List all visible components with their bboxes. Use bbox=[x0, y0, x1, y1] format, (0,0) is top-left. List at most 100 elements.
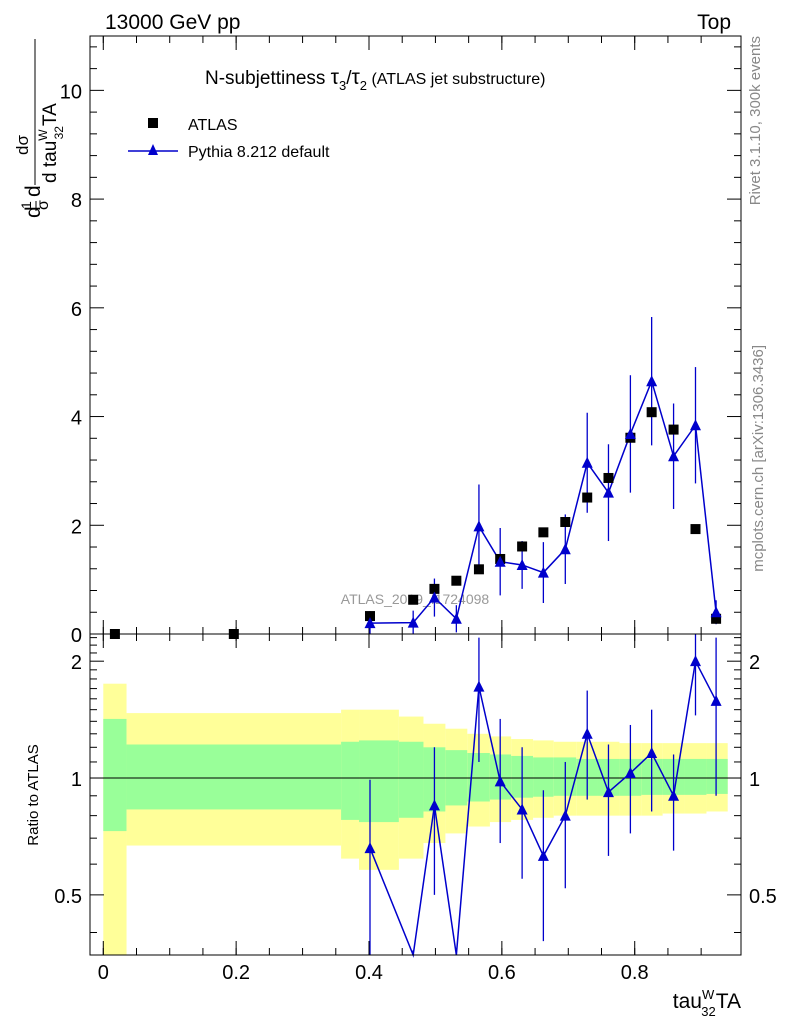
ratio-y-tick-label-right: 0.5 bbox=[749, 886, 777, 908]
atlas-point bbox=[560, 517, 571, 528]
pythia-point bbox=[537, 566, 549, 578]
atlas-point bbox=[517, 541, 528, 552]
main-y-tick-label: 0 bbox=[71, 625, 82, 647]
ratio-panel: 0.5 0.51 12 2 0 0.2 0.4 0.6 0.8 Ratio to ATLAS … bbox=[25, 633, 777, 1019]
ratio-pythia-point bbox=[559, 809, 571, 821]
main-series bbox=[109, 317, 722, 639]
svg-text:dσ: dσ bbox=[13, 135, 32, 155]
atlas-point bbox=[690, 524, 701, 535]
ratio-pythia-point bbox=[428, 799, 440, 811]
atlas-point bbox=[538, 527, 549, 538]
main-y-tick-label: 8 bbox=[71, 190, 82, 212]
ratio-pythia-point bbox=[473, 680, 485, 692]
main-panel: 0 2 4 6 8 10 N-subjettiness τ3/τ2 (ATLAS jet … bbox=[13, 35, 742, 647]
legend-pythia-label: Pythia 8.212 default bbox=[188, 144, 330, 161]
ratio-series bbox=[364, 634, 722, 958]
main-y-tick-label: 10 bbox=[60, 81, 82, 103]
ratio-y-tick-label: 1 bbox=[71, 769, 82, 791]
pythia-point bbox=[364, 617, 376, 629]
ratio-pythia-point bbox=[624, 767, 636, 779]
pythia-point bbox=[559, 543, 571, 555]
pythia-point bbox=[428, 591, 440, 603]
x-tick-label: 0.6 bbox=[488, 962, 516, 984]
atlas-point bbox=[711, 613, 722, 624]
ratio-panel-frame bbox=[89, 633, 742, 956]
ratio-x-ticks: 0 0.2 0.4 0.6 0.8 bbox=[98, 634, 702, 984]
pythia-point bbox=[689, 419, 701, 431]
ratio-pythia-point bbox=[646, 747, 658, 759]
ratio-y-tick-label: 2 bbox=[71, 652, 82, 674]
main-y-ticks: 0 2 4 6 8 10 bbox=[60, 46, 741, 647]
header-energy: 13000 GeV pp bbox=[105, 11, 240, 34]
pythia-point bbox=[494, 555, 506, 567]
svg-text:σ: σ bbox=[35, 200, 52, 210]
pythia-point bbox=[581, 456, 593, 468]
pythia-point bbox=[473, 520, 485, 532]
pythia-point bbox=[602, 486, 614, 498]
ratio-inner-band bbox=[359, 740, 399, 823]
ratio-y-tick-label-right: 2 bbox=[749, 652, 760, 674]
ratio-pythia-point bbox=[689, 655, 701, 667]
ratio-inner-band bbox=[706, 758, 728, 794]
svg-text:d: d bbox=[22, 206, 45, 218]
pythia-line bbox=[369, 378, 717, 624]
legend-atlas-marker bbox=[148, 118, 158, 128]
atlas-point bbox=[408, 594, 419, 605]
x-tick-label: 0.2 bbox=[222, 962, 250, 984]
ratio-inner-band bbox=[533, 757, 554, 797]
main-y-tick-label: 2 bbox=[71, 516, 82, 538]
atlas-point bbox=[451, 575, 462, 586]
ratio-inner-band bbox=[103, 718, 127, 832]
ratio-inner-band bbox=[341, 741, 360, 820]
header-process: Top bbox=[697, 11, 731, 34]
ratio-pythia-point bbox=[668, 789, 680, 801]
atlas-point bbox=[429, 583, 440, 594]
ratio-pythia-point bbox=[494, 775, 506, 787]
x-axis-label: tauW 32TA bbox=[673, 987, 741, 1019]
ratio-y-tick-label: 0.5 bbox=[54, 886, 82, 908]
ratio-pythia-point bbox=[602, 786, 614, 798]
atlas-point bbox=[582, 492, 593, 503]
ratio-y-axis-label: Ratio to ATLAS bbox=[25, 744, 42, 845]
ratio-y-ticks: 0.5 0.5 1 1 2 2 bbox=[54, 637, 777, 933]
svg-text:1: 1 bbox=[18, 201, 34, 209]
atlas-point bbox=[603, 472, 614, 483]
x-tick-label: 0 bbox=[98, 962, 109, 984]
ratio-inner-band bbox=[684, 758, 707, 795]
main-y-tick-label: 4 bbox=[71, 408, 82, 430]
svg-text:d: d bbox=[22, 185, 45, 197]
pythia-point bbox=[668, 450, 680, 462]
ratio-pythia-point bbox=[364, 842, 376, 854]
x-tick-label: 0.8 bbox=[621, 962, 649, 984]
legend-atlas-label: ATLAS bbox=[188, 117, 238, 134]
plot-title: N-subjettiness τ3/τ2 (ATLAS jet substruc… bbox=[205, 66, 545, 93]
ratio-pythia-point bbox=[516, 803, 528, 815]
pythia-point bbox=[710, 606, 722, 618]
ratio-inner-band bbox=[398, 741, 424, 818]
pythia-point bbox=[407, 616, 419, 628]
legend-pythia-marker bbox=[148, 144, 158, 155]
main-y-axis-label: d 1 σ d dσ d tauW 32TA bbox=[13, 39, 66, 218]
atlas-point bbox=[473, 564, 484, 575]
atlas-point bbox=[364, 611, 375, 622]
pythia-point bbox=[516, 558, 528, 570]
ratio-y-tick-label-right: 1 bbox=[749, 769, 760, 791]
rivet-label: Rivet 3.1.10, 300k events bbox=[747, 36, 764, 205]
ratio-inner-band bbox=[126, 744, 342, 810]
x-tick-label: 0.4 bbox=[355, 962, 383, 984]
mcplots-label: mcplots.cern.ch [arXiv:1306.3436] bbox=[750, 345, 767, 572]
legend: ATLAS Pythia 8.212 default bbox=[128, 117, 330, 161]
atlas-point bbox=[646, 407, 657, 418]
main-x-ticks bbox=[102, 36, 702, 634]
ratio-pythia-line bbox=[369, 658, 717, 958]
ratio-pythia-point bbox=[581, 727, 593, 739]
pythia-point bbox=[646, 375, 658, 387]
atlas-point bbox=[668, 424, 679, 435]
main-y-tick-label: 6 bbox=[71, 299, 82, 321]
ratio-bands bbox=[103, 683, 728, 955]
ratio-pythia-point bbox=[710, 694, 722, 706]
ratio-pythia-point bbox=[537, 849, 549, 861]
pythia-point bbox=[624, 427, 636, 439]
